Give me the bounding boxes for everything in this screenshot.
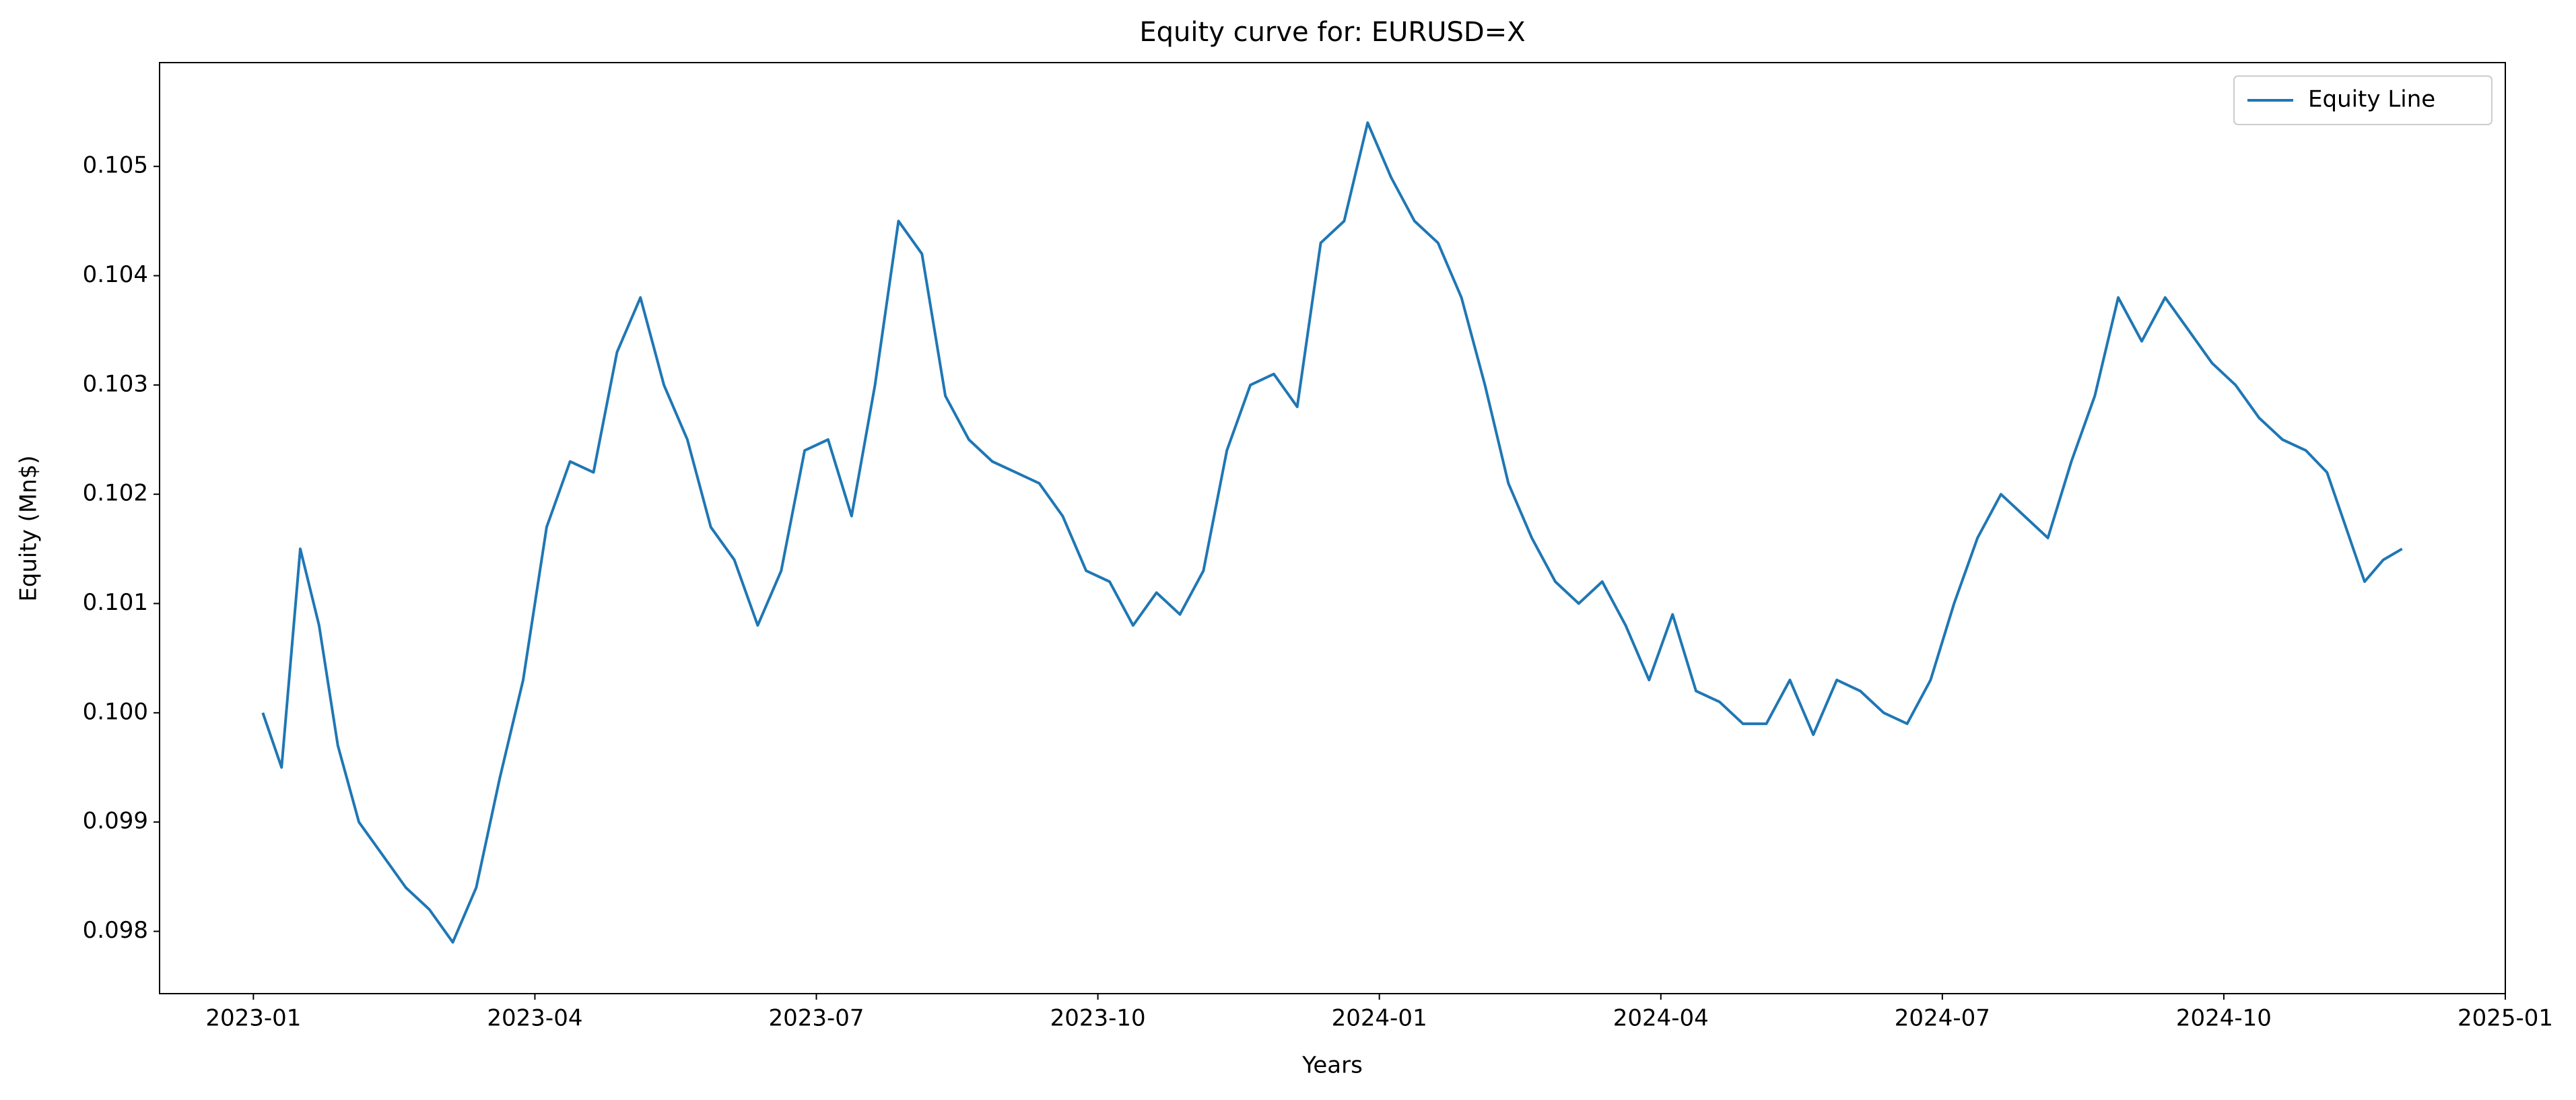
y-axis-label: Equity (Mn$) (15, 455, 42, 601)
x-tick-label: 2024-01 (1332, 1005, 1427, 1032)
y-tick-label: 0.100 (83, 698, 148, 725)
equity-line (261, 121, 2403, 944)
x-tick-label: 2024-10 (2176, 1005, 2272, 1032)
chart-title: Equity curve for: EURUSD=X (1139, 17, 1525, 48)
y-tick-label: 0.101 (83, 589, 148, 616)
y-tick-label: 0.098 (83, 917, 148, 944)
y-tick-label: 0.103 (83, 370, 148, 397)
plot-area (159, 62, 2506, 994)
x-tick-label: 2023-01 (205, 1005, 301, 1032)
legend-box (2233, 75, 2493, 125)
x-axis-label: Years (1301, 1052, 1363, 1079)
y-tick-label: 0.105 (83, 152, 148, 179)
x-tick-label: 2024-04 (1613, 1005, 1709, 1032)
x-tick-label: 2023-04 (487, 1005, 582, 1032)
x-tick-label: 2023-07 (768, 1005, 864, 1032)
x-tick-label: 2023-10 (1050, 1005, 1146, 1032)
x-tick-label: 2025-01 (2458, 1005, 2553, 1032)
x-tick-label: 2024-07 (1895, 1005, 1990, 1032)
y-tick-label: 0.099 (83, 808, 148, 835)
y-tick-label: 0.104 (83, 261, 148, 288)
legend-label: Equity Line (2308, 86, 2435, 113)
y-tick-label: 0.102 (83, 480, 148, 507)
